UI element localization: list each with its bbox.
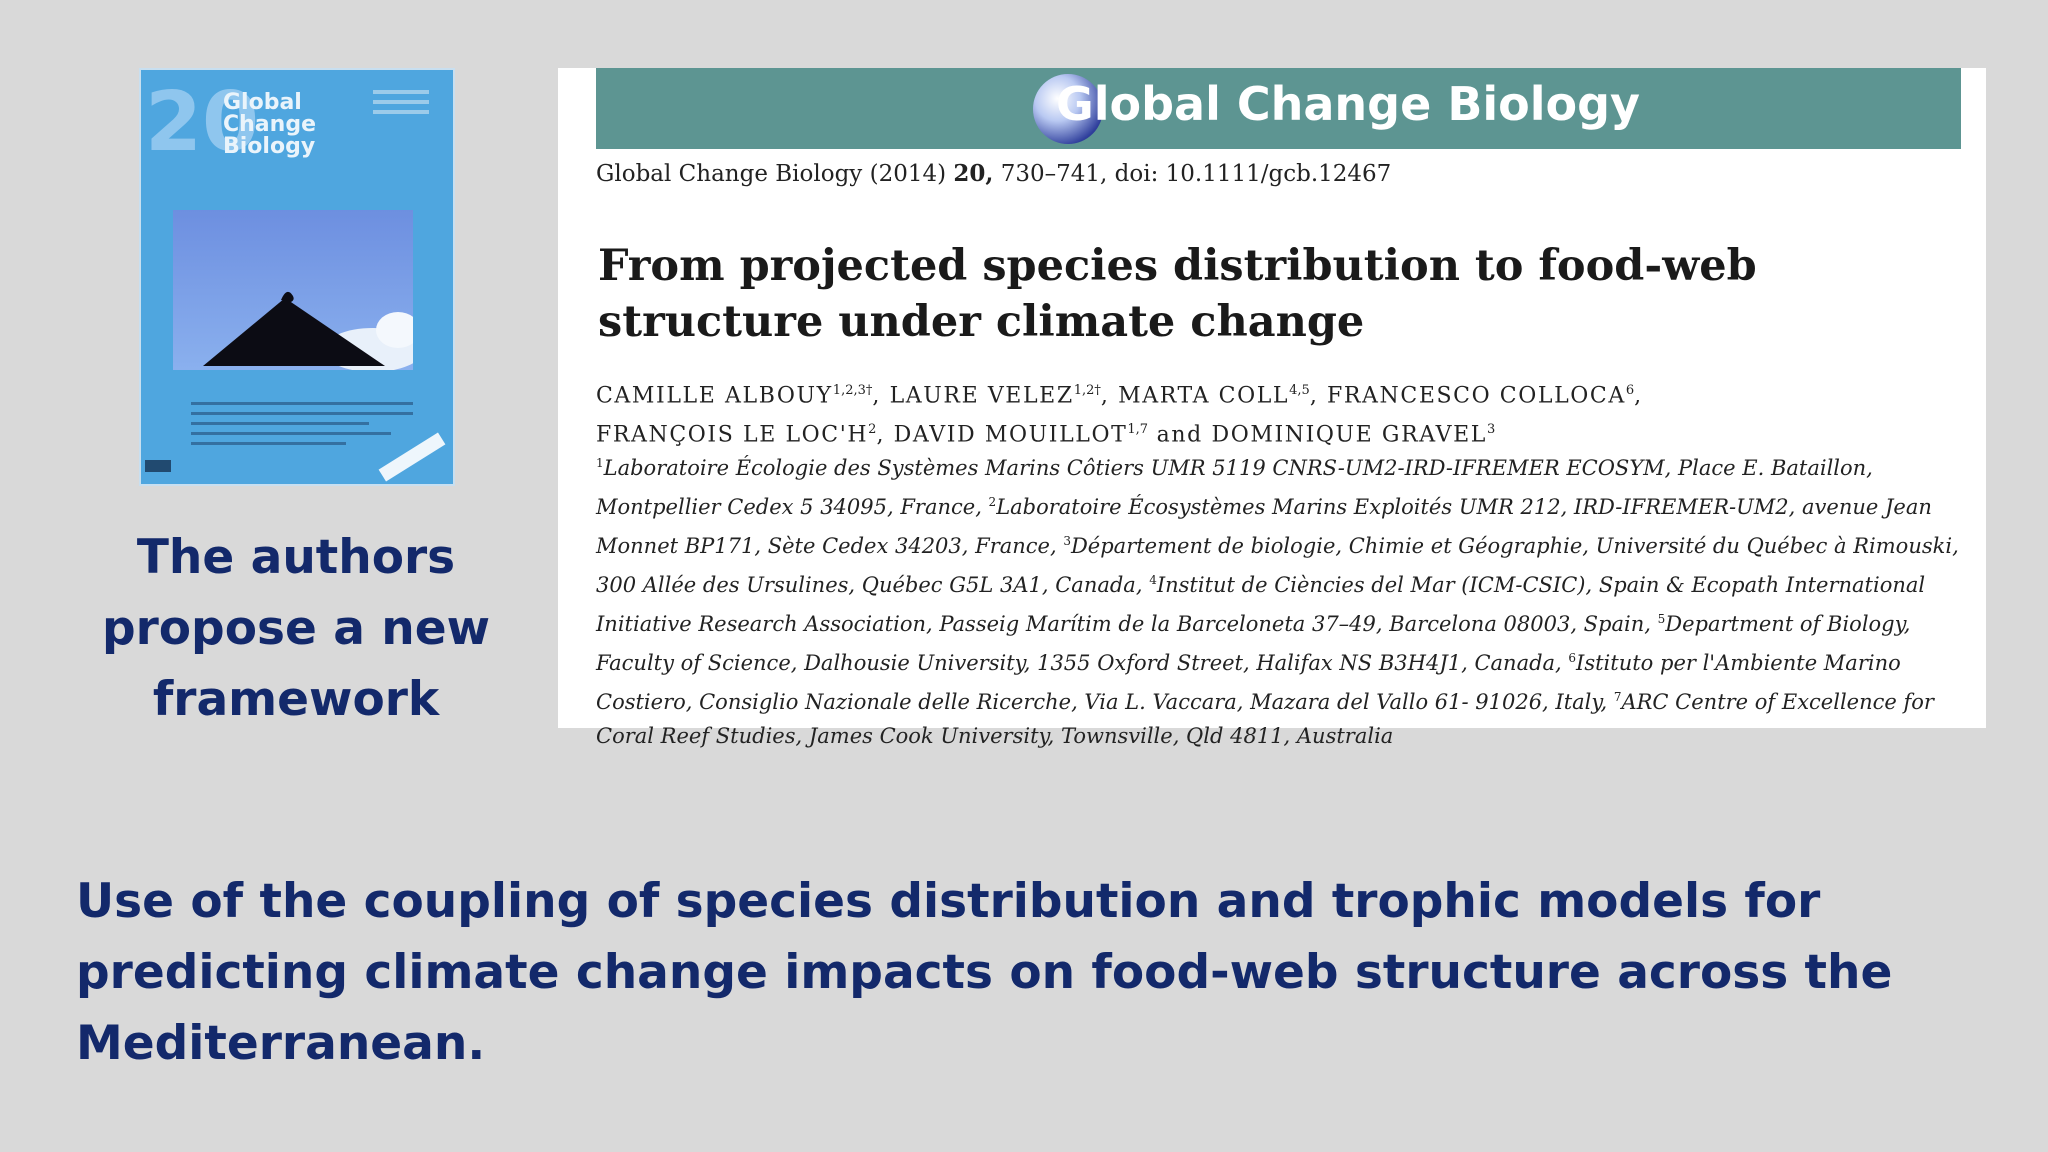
citation-line: Global Change Biology (2014) 20, 730–741… [596,160,1391,187]
mountain-bird-illustration [203,291,423,372]
affiliation-text: Laboratoire Écologie des Systèmes Marins… [596,456,1873,519]
cover-title-line: Biology [223,134,316,159]
cover-text-lines [191,402,413,452]
affiliation-text: ARC Centre of Excellence for Coral Reef … [596,690,1934,748]
globe-icon [1033,74,1103,144]
author-separator: , [872,383,890,409]
affiliation-marker: 6 [1568,651,1577,665]
paper-title: From projected species distribution to f… [598,241,1757,347]
cover-photo [173,210,423,372]
cover-meta-lines [373,90,429,120]
affiliation-marker: 3 [1063,534,1071,548]
publisher-logo [145,460,171,472]
author-name: CAMILLE ALBOUY [596,383,833,409]
affiliation-text: Istituto per l'Ambiente Marino Costiero,… [596,651,1901,714]
cover-anniversary-badge: 20 [145,75,260,170]
affiliation-marker: 5 [1657,612,1666,626]
citation-year: (2014) [869,161,947,187]
author-name: DAVID MOUILLOT [893,422,1128,448]
author-affiliation-marker: 4,5 [1289,383,1310,398]
affiliations: 1Laboratoire Écologie des Systèmes Marin… [596,446,1981,753]
author-affiliation-marker: 3 [1487,422,1496,438]
journal-banner: Global Change Biology [596,68,1961,149]
author-separator: , [876,422,894,448]
journal-cover-image: 20 Global Change Biology [139,68,455,486]
author-name: MARTA COLL [1118,383,1290,409]
author-separator: , [1100,383,1119,409]
cover-title-line: Global [223,90,302,115]
author-affiliation-marker: 1,7 [1127,422,1149,438]
citation-pages: 730–741, doi: 10.1111/gcb.12467 [1000,161,1392,187]
slide-summary: Use of the coupling of species distribut… [76,874,1893,1071]
citation-journal: Global Change Biology [596,161,863,187]
author-affiliation-marker: 1,2,3† [832,383,873,398]
affiliation-text: Department of Biology, Faculty of Scienc… [596,612,1911,675]
affiliation-marker: 1 [596,456,604,470]
cover-title: Global Change Biology [223,92,316,158]
authors-note: The authors propose a new framework [101,530,491,727]
author-name: LAURE VELEZ [889,383,1074,409]
affiliation-marker: 4 [1149,573,1157,587]
journal-banner-title: Global Change Biology [1056,77,1641,131]
affiliation-text: Laboratoire Écosystèmes Marins Exploités… [596,495,1932,558]
author-separator: and [1148,422,1212,448]
affiliation-text: Institut de Ciències del Mar (ICM-CSIC),… [596,573,1926,636]
author-name: DOMINIQUE GRAVEL [1211,422,1488,448]
author-separator: , [1309,383,1328,409]
author-affiliation-marker: 1,2† [1073,383,1101,398]
citation-volume: 20, [953,160,994,187]
affiliation-text: Département de biologie, Chimie et Géogr… [596,534,1959,597]
author-name: FRANCESCO COLLOCA [1327,383,1626,409]
author-separator: , [1634,383,1643,409]
cover-title-line: Change [223,112,316,137]
affiliation-marker: 7 [1613,690,1622,704]
author-list: CAMILLE ALBOUY1,2,3†, LAURE VELEZ1,2†, M… [596,374,1976,453]
author-affiliation-marker: 2 [868,422,877,438]
author-affiliation-marker: 6 [1625,383,1635,398]
author-name: FRANÇOIS LE LOC'H [596,422,869,448]
affiliation-marker: 2 [988,495,997,509]
paper-excerpt: Global Change Biology Global Change Biol… [558,68,1986,748]
